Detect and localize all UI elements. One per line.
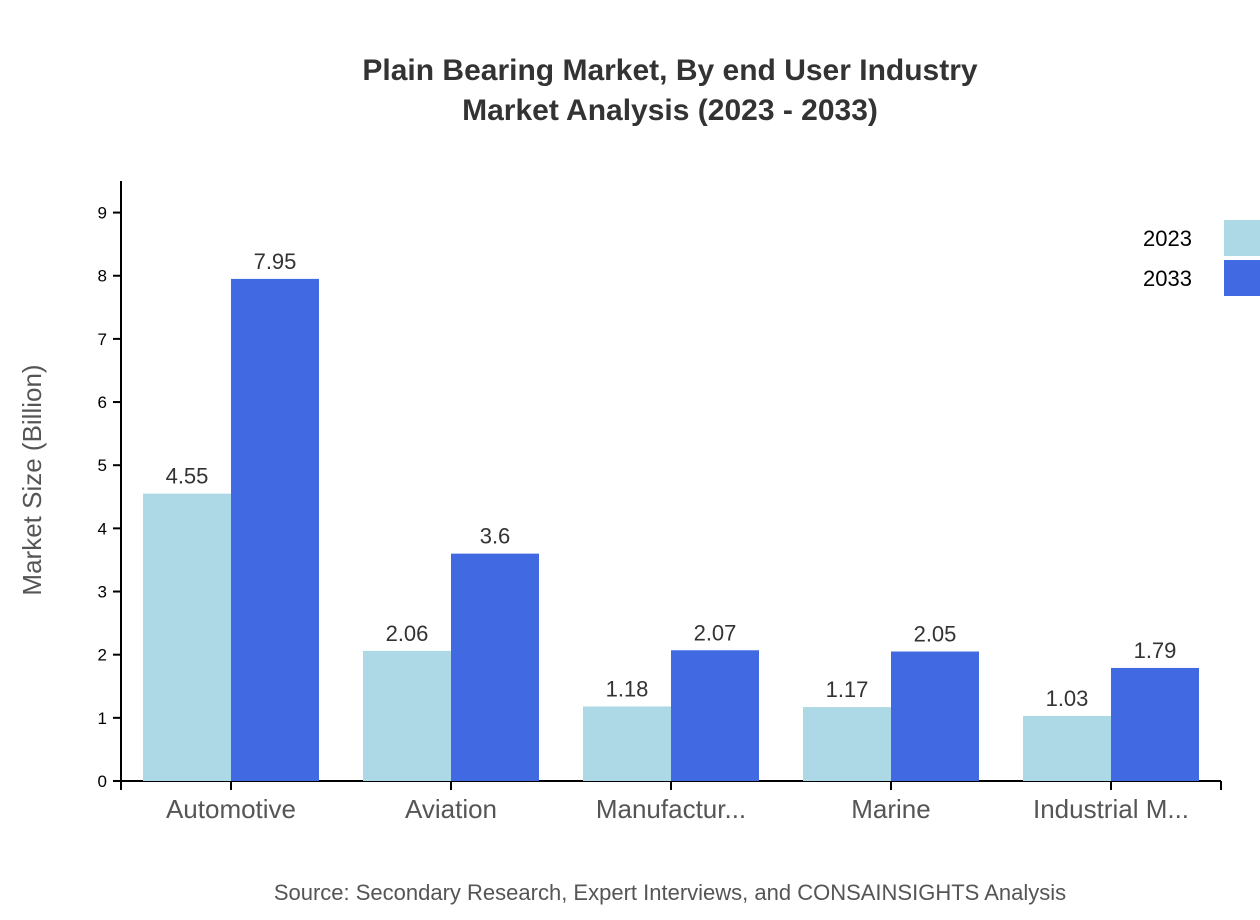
x-tick-label: Manufactur... — [596, 794, 746, 824]
legend-swatch — [1224, 260, 1260, 296]
source-note: Source: Secondary Research, Expert Inter… — [274, 880, 1066, 905]
y-tick-label: 2 — [98, 646, 107, 665]
y-axis-label: Market Size (Billion) — [17, 364, 47, 595]
bar-2033 — [671, 650, 759, 781]
bar-2023 — [803, 707, 891, 781]
y-tick-label: 4 — [98, 519, 107, 538]
legend-label: 2033 — [1143, 266, 1192, 291]
y-tick-label: 8 — [98, 267, 107, 286]
bar-2033 — [451, 553, 539, 781]
bar-2023 — [143, 493, 231, 781]
y-tick-label: 0 — [98, 772, 107, 791]
data-label: 1.79 — [1134, 638, 1177, 663]
chart-subtitle: Market Analysis (2023 - 2033) — [462, 94, 878, 127]
x-tick-label: Aviation — [405, 794, 497, 824]
legend-label: 2023 — [1143, 226, 1192, 251]
y-tick-label: 3 — [98, 583, 107, 602]
y-tick-label: 1 — [98, 709, 107, 728]
legend-swatch — [1224, 220, 1260, 256]
data-label: 2.05 — [914, 622, 957, 647]
data-label: 4.55 — [166, 464, 209, 489]
chart-title: Plain Bearing Market, By end User Indust… — [362, 54, 977, 87]
bar-2023 — [363, 650, 451, 781]
bar-2023 — [1023, 715, 1111, 781]
y-tick-label: 7 — [98, 330, 107, 349]
data-label: 7.95 — [254, 249, 297, 274]
y-tick-label: 5 — [98, 456, 107, 475]
data-label: 1.17 — [826, 677, 869, 702]
x-tick-label: Automotive — [166, 794, 296, 824]
bar-2033 — [231, 278, 319, 781]
bar-2023 — [583, 706, 671, 781]
x-tick-label: Industrial M... — [1033, 794, 1189, 824]
bar-2033 — [891, 651, 979, 781]
x-tick-label: Marine — [851, 794, 930, 824]
data-label: 1.03 — [1046, 686, 1089, 711]
bar-2033 — [1111, 667, 1199, 781]
data-label: 1.18 — [606, 676, 649, 701]
y-tick-label: 6 — [98, 393, 107, 412]
data-label: 2.07 — [694, 620, 737, 645]
data-label: 3.6 — [480, 524, 511, 549]
data-label: 2.06 — [386, 621, 429, 646]
y-tick-label: 9 — [98, 204, 107, 223]
